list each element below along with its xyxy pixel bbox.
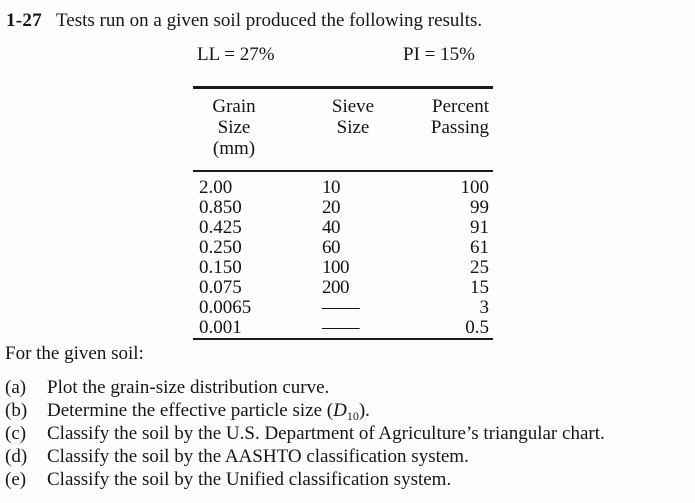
table-row: 0.850 20 99: [193, 198, 493, 218]
table-row: 0.075 200 15: [193, 278, 493, 298]
sieve-size-cell: ——: [322, 297, 360, 318]
task-text-after: ).: [358, 400, 370, 421]
task-label: (c): [5, 423, 27, 444]
col-header-sieve-size: Sieve Size: [322, 87, 407, 172]
d10-subscript: 10: [346, 409, 359, 423]
task-item-d: (d) Classify the soil by the AASHTO clas…: [5, 445, 693, 468]
grain-size-cell: 0.250: [199, 237, 242, 258]
percent-passing-cell: 15: [470, 277, 489, 298]
table-row: 2.00 10 100: [193, 171, 493, 198]
col-header-percent-passing-line2: Passing: [430, 117, 489, 138]
task-text: Classify the soil by the Unified classif…: [47, 469, 452, 490]
table-row: 0.0065 —— 3: [193, 298, 493, 318]
task-label: (a): [5, 377, 27, 398]
grain-size-cell: 0.850: [199, 197, 242, 218]
liquid-limit-value: LL = 27%: [197, 44, 275, 65]
instructions-intro: For the given soil:: [5, 343, 144, 364]
problem-number: 1-27: [6, 10, 43, 31]
percent-passing-cell: 0.5: [465, 317, 489, 338]
table-row: 0.150 100 25: [193, 258, 493, 278]
task-item-c: (c) Classify the soil by the U.S. Depart…: [5, 422, 693, 445]
grain-size-cell: 0.425: [199, 217, 242, 238]
grain-size-table: Grain Size (mm) Sieve Size Percent Passi…: [193, 86, 493, 340]
task-text: Determine the effective particle size (D…: [47, 399, 370, 422]
task-text-before: Determine the effective particle size (: [47, 400, 334, 421]
problem-title: 1-27 Tests run on a given soil produced t…: [6, 10, 482, 32]
col-header-sieve-size-line1: Sieve: [331, 96, 375, 117]
sieve-size-cell: 200: [322, 277, 350, 298]
grain-size-cell: 0.0065: [199, 297, 252, 318]
col-header-percent-passing: Percent Passing: [407, 87, 493, 172]
table-row: 0.001 —— 0.5: [193, 318, 493, 339]
grain-size-cell: 0.075: [199, 277, 242, 298]
sieve-size-cell: 10: [322, 177, 341, 198]
plasticity-index-value: PI = 15%: [403, 44, 475, 65]
task-text: Plot the grain-size distribution curve.: [47, 377, 330, 398]
percent-passing-cell: 3: [479, 297, 490, 318]
table-row: 0.425 40 91: [193, 218, 493, 238]
task-item-e: (e) Classify the soil by the Unified cla…: [5, 468, 693, 491]
sieve-size-cell: 40: [322, 217, 341, 238]
percent-passing-cell: 61: [470, 237, 489, 258]
sieve-size-cell: 100: [322, 257, 350, 278]
percent-passing-cell: 100: [460, 177, 490, 198]
col-header-percent-passing-line1: Percent: [432, 96, 489, 117]
task-label: (b): [5, 400, 28, 421]
sieve-size-cell: 60: [322, 237, 341, 258]
percent-passing-cell: 99: [470, 197, 489, 218]
table-header-row: Grain Size (mm) Sieve Size Percent Passi…: [193, 87, 493, 172]
task-item-a: (a) Plot the grain-size distribution cur…: [5, 376, 693, 399]
atterberg-limits-row: LL = 27% PI = 15%: [0, 44, 695, 66]
task-text: Classify the soil by the U.S. Department…: [47, 423, 605, 444]
col-header-grain-size-line2: (mm): [212, 138, 256, 159]
d10-variable: D: [333, 400, 347, 421]
problem-statement: Tests run on a given soil produced the f…: [56, 10, 483, 31]
percent-passing-cell: 91: [470, 217, 489, 238]
percent-passing-cell: 25: [470, 257, 489, 278]
task-label: (e): [5, 469, 27, 490]
task-label: (d): [5, 446, 28, 467]
table-row: 0.250 60 61: [193, 238, 493, 258]
task-list: (a) Plot the grain-size distribution cur…: [5, 376, 693, 491]
col-header-grain-size: Grain Size (mm): [193, 87, 322, 172]
grain-size-cell: 2.00: [199, 177, 233, 198]
col-header-grain-size-line1: Grain Size: [212, 96, 256, 138]
no-sieve-dash: ——: [322, 317, 360, 338]
col-header-sieve-size-line2: Size: [336, 117, 370, 138]
grain-size-cell: 0.150: [199, 257, 242, 278]
sieve-size-cell: 20: [322, 197, 341, 218]
grain-size-cell: 0.001: [199, 317, 242, 338]
task-item-b: (b) Determine the effective particle siz…: [5, 399, 693, 422]
task-text: Classify the soil by the AASHTO classifi…: [47, 446, 469, 467]
